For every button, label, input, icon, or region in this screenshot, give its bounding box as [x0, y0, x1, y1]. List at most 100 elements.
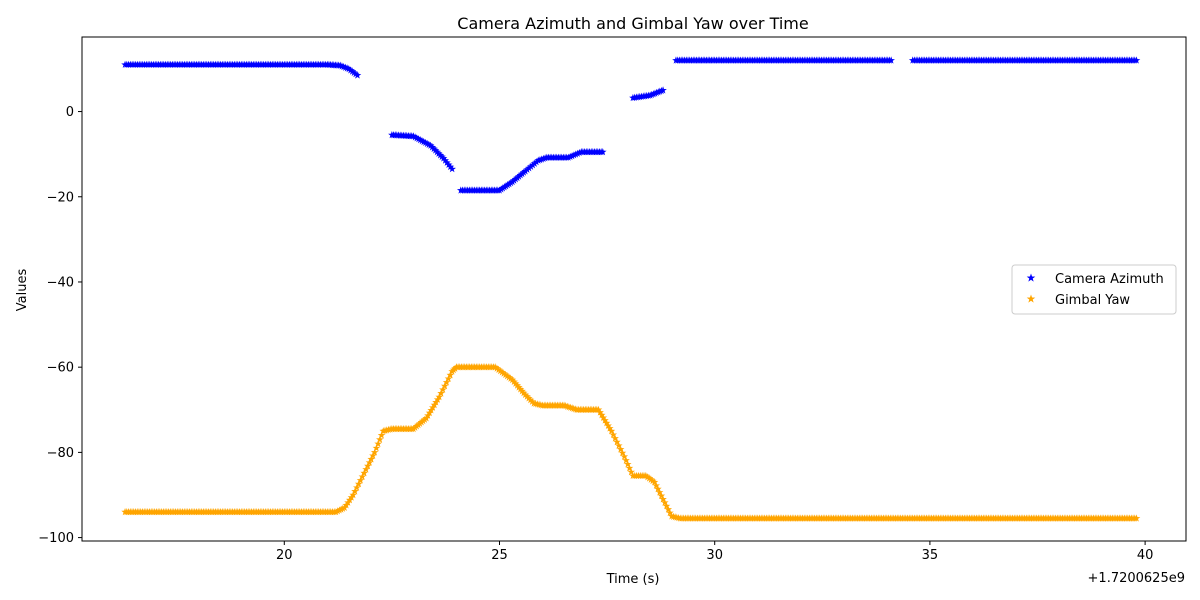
camera-azimuth-point — [416, 136, 425, 144]
camera-azimuth-point — [571, 150, 580, 158]
gimbal-yaw-point — [367, 455, 376, 463]
gimbal-yaw-point — [657, 491, 666, 500]
gimbal-yaw-point — [442, 378, 451, 386]
camera-azimuth-point — [502, 182, 510, 190]
gimbal-yaw-point — [515, 383, 523, 391]
camera-azimuth-point — [419, 137, 428, 146]
camera-azimuth-point — [506, 178, 515, 187]
gimbal-yaw-point — [332, 508, 340, 516]
camera-azimuth-point — [423, 139, 431, 147]
x-axis: 20 25 30 35 40 — [276, 541, 1153, 563]
camera-azimuth-point — [350, 68, 358, 77]
camera-azimuth-point — [498, 184, 507, 192]
gimbal-yaw-point — [652, 481, 660, 489]
y-tick-label: 0 — [66, 105, 74, 120]
x-tick-label: 25 — [491, 548, 508, 563]
y-axis: 0 −20 −40 −60 −80 −100 — [38, 105, 82, 546]
legend-box — [1011, 264, 1177, 315]
gimbal-yaw-point — [518, 387, 526, 395]
y-tick-label: −20 — [47, 190, 74, 205]
gimbal-yaw-point — [511, 379, 520, 387]
x-tick-label: 40 — [1137, 548, 1154, 563]
camera-azimuth-point — [426, 141, 435, 149]
gimbal-yaw-point — [650, 478, 659, 486]
gimbal-yaw-point — [444, 374, 453, 382]
camera-azimuth-point — [411, 133, 419, 141]
gimbal-yaw-point — [642, 471, 650, 480]
camera-azimuth-point — [346, 66, 355, 74]
gimbal-yaw-point — [372, 444, 381, 452]
gimbal-yaw-point — [508, 375, 517, 384]
gimbal-yaw-point — [601, 416, 609, 424]
gimbal-yaw-point — [523, 392, 531, 400]
gimbal-yaw-point — [494, 365, 503, 373]
gimbal-yaw-point — [333, 507, 342, 515]
gimbal-yaw-point — [335, 506, 344, 514]
gimbal-yaw-point — [627, 467, 636, 476]
x-tick-label: 20 — [276, 548, 293, 563]
gimbal-yaw-point — [1132, 514, 1141, 522]
camera-azimuth-point — [348, 67, 357, 75]
camera-azimuth-point — [345, 64, 353, 73]
gimbal-yaw-point — [655, 488, 664, 496]
gimbal-yaw-point — [501, 370, 510, 379]
camera-azimuth-point — [568, 151, 576, 160]
camera-azimuth-point — [438, 152, 446, 161]
camera-azimuth-point — [523, 165, 531, 173]
camera-azimuth-point — [500, 183, 509, 191]
camera-azimuth-point — [444, 160, 453, 169]
camera-azimuth-point — [495, 186, 504, 194]
legend-marker-camera-azimuth — [1026, 273, 1036, 282]
camera-azimuth-point — [431, 146, 440, 154]
camera-azimuth-point — [409, 132, 418, 140]
gimbal-yaw-point — [513, 381, 522, 389]
gimbal-yaw-point — [654, 485, 662, 493]
legend-star-icon — [1026, 273, 1036, 282]
gimbal-yaw-point — [358, 472, 367, 480]
gimbal-yaw-point — [505, 373, 513, 381]
x-axis-label: Time (s) — [606, 572, 660, 587]
gimbal-yaw-point — [643, 473, 652, 481]
camera-azimuth-point — [566, 152, 575, 161]
camera-azimuth-point — [521, 167, 530, 175]
gimbal-yaw-point — [360, 469, 369, 477]
camera-azimuth-point — [428, 143, 437, 151]
camera-azimuth-point — [430, 144, 438, 153]
gimbal-yaw-point — [439, 385, 447, 393]
gimbal-yaw-point — [596, 408, 604, 416]
gimbal-yaw-point — [440, 382, 449, 390]
gimbal-yaw-point — [349, 490, 357, 499]
gimbal-yaw-point — [618, 448, 627, 457]
gimbal-yaw-point — [616, 445, 625, 453]
gimbal-yaw-point — [602, 419, 611, 427]
camera-azimuth-point — [446, 162, 455, 171]
gimbal-yaw-point — [500, 369, 508, 377]
gimbal-yaw-point — [351, 487, 359, 495]
x-tick-label: 35 — [922, 548, 939, 563]
gimbal-yaw-point — [374, 439, 382, 448]
camera-azimuth-point — [353, 71, 362, 79]
camera-azimuth-point — [659, 86, 667, 94]
camera-azimuth-point — [443, 158, 451, 166]
y-axis-label: Values — [15, 269, 30, 312]
gimbal-yaw-point — [498, 368, 506, 376]
camera-azimuth-point — [887, 56, 895, 64]
y-tick-label: −80 — [47, 446, 74, 461]
gimbal-yaw-point — [660, 498, 669, 506]
gimbal-yaw-point — [648, 476, 657, 485]
gimbal-yaw-point — [437, 389, 445, 397]
gimbal-yaw-point — [526, 395, 535, 404]
gimbal-yaw-point — [510, 377, 518, 386]
camera-azimuth-point — [528, 161, 537, 169]
gimbal-yaw-point — [625, 464, 634, 472]
gimbal-yaw-point — [363, 462, 372, 470]
gimbal-yaw-point — [645, 474, 654, 482]
chart-title: Camera Azimuth and Gimbal Yaw over Time — [457, 14, 808, 33]
gimbal-yaw-point — [356, 476, 365, 484]
camera-azimuth-point — [503, 181, 512, 189]
gimbal-yaw-point — [594, 405, 603, 414]
camera-azimuth-point — [436, 151, 445, 159]
y-tick-label: −60 — [47, 361, 74, 376]
